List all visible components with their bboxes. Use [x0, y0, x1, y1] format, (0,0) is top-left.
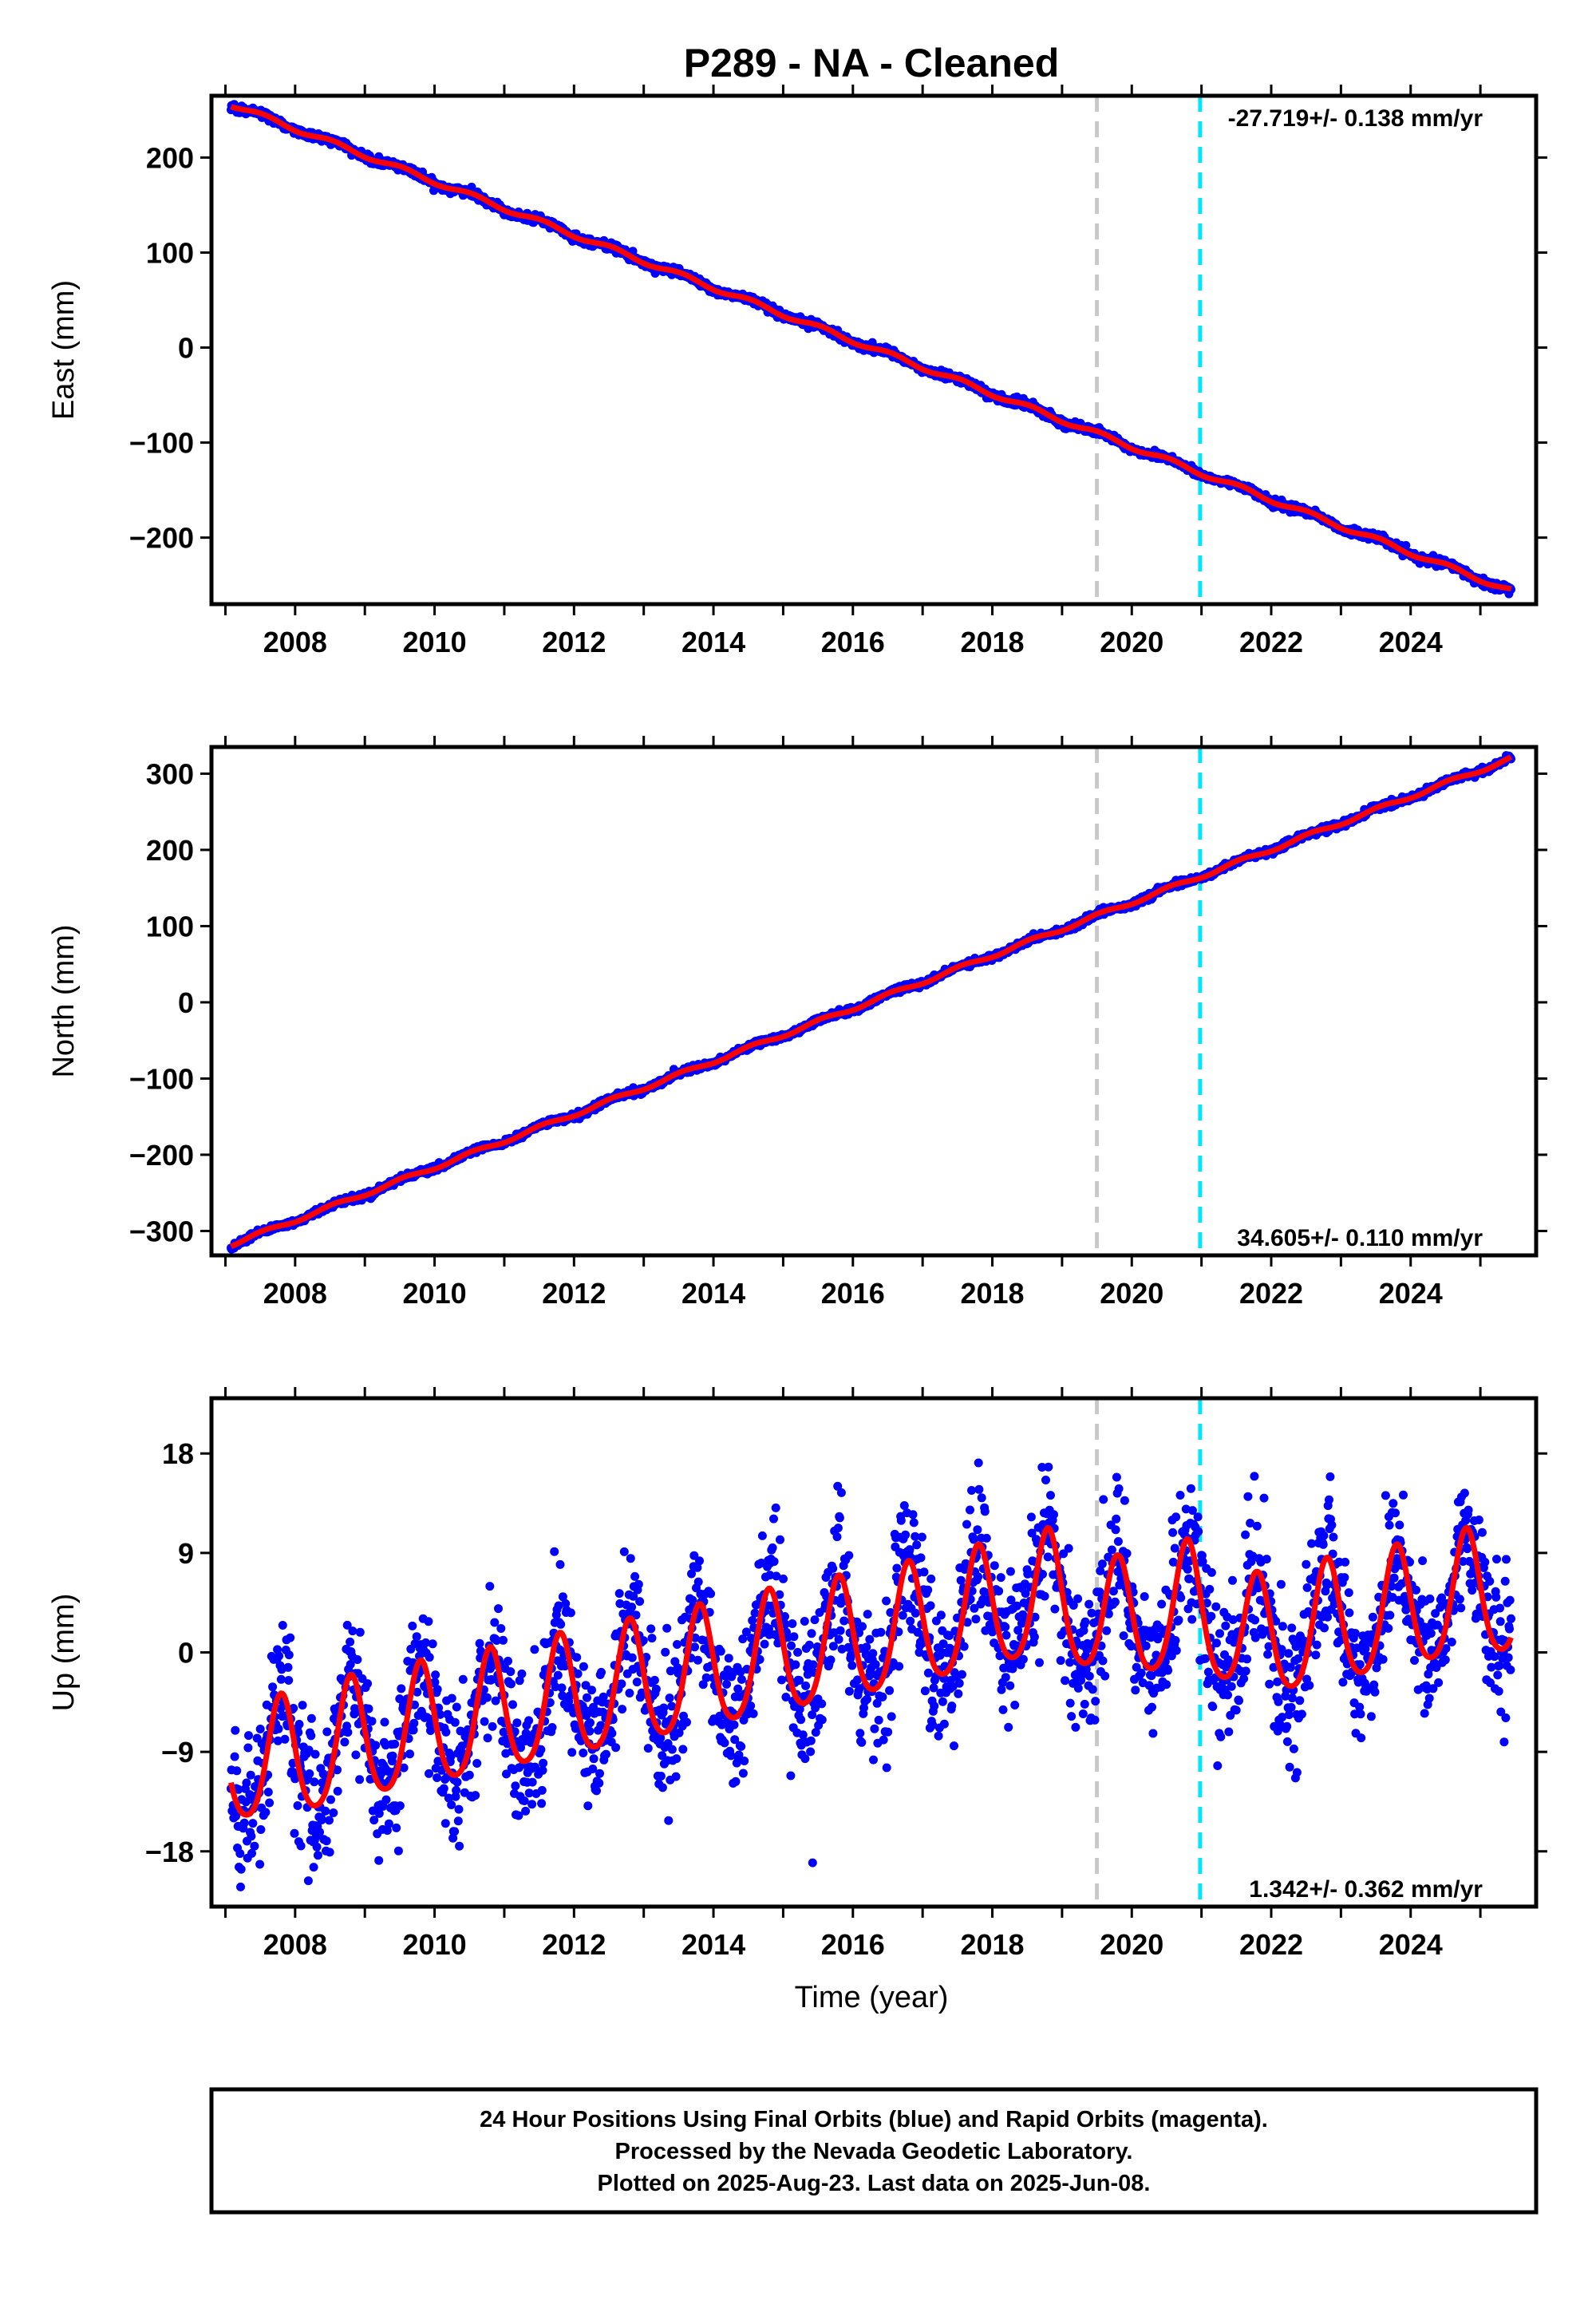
east-point — [467, 182, 476, 192]
up-point — [235, 1849, 245, 1858]
north-x-tick-label: 2018 — [960, 1277, 1024, 1310]
north-y-tick-label: −100 — [129, 1062, 194, 1095]
east-y-tick-label: 200 — [146, 141, 194, 174]
north-y-tick-label: −200 — [129, 1139, 194, 1172]
up-point — [242, 1778, 251, 1788]
up-point — [243, 1743, 253, 1753]
up-point — [248, 1819, 258, 1828]
up-point — [231, 1725, 240, 1735]
north-y-tick-label: −300 — [129, 1215, 194, 1247]
up-point — [232, 1766, 242, 1776]
north-y-axis-title: North (mm) — [47, 924, 81, 1077]
east-rate-label: -27.719+/- 0.138 mm/yr — [1228, 105, 1483, 132]
east-x-tick-label: 2008 — [263, 626, 327, 658]
north-x-tick-label: 2012 — [542, 1277, 606, 1310]
chart-title: P289 - NA - Cleaned — [684, 41, 1060, 85]
up-point — [250, 1841, 259, 1851]
east-y-tick-label: −100 — [129, 427, 194, 460]
east-x-tick-label: 2010 — [403, 626, 467, 658]
up-point — [239, 1818, 249, 1828]
east-model-line — [229, 104, 1513, 592]
east-y-tick-label: −200 — [129, 522, 194, 555]
up-point — [236, 1864, 246, 1874]
east-y-axis-title: East (mm) — [47, 280, 81, 420]
east-x-tick-label: 2012 — [542, 626, 606, 658]
east-x-tick-label: 2014 — [681, 626, 745, 658]
east-y-tick-label: 0 — [178, 332, 194, 365]
up-point — [247, 1832, 256, 1841]
north-panel: 2008 2010 2012 2014 2016 2018 2020 2022 2024 −300… — [47, 736, 1547, 1310]
north-x-tick-label: 2016 — [821, 1277, 885, 1310]
east-x-tick-label: 2016 — [821, 626, 885, 658]
north-rate-label: 34.605+/- 0.110 mm/yr — [1237, 1225, 1483, 1251]
up-point — [230, 1752, 239, 1761]
east-x-tick-label: 2022 — [1239, 626, 1303, 658]
north-y-tick-label: 0 — [178, 986, 194, 1019]
up-point — [246, 1770, 255, 1780]
north-x-tick-label: 2008 — [263, 1277, 327, 1310]
north-x-tick-label: 2024 — [1379, 1277, 1443, 1310]
up-point — [236, 1882, 245, 1891]
east-x-tick-label: 2020 — [1100, 626, 1163, 658]
north-x-tick-label: 2010 — [403, 1277, 467, 1310]
east-y-tick-label: 100 — [146, 236, 194, 269]
north-x-tick-label: 2022 — [1239, 1277, 1303, 1310]
east-plot-frame — [209, 93, 1539, 607]
north-y-tick-label: 200 — [146, 834, 194, 867]
north-x-tick-label: 2014 — [681, 1277, 745, 1310]
north-x-tick-label: 2020 — [1100, 1277, 1163, 1310]
east-x-tick-label: 2024 — [1379, 626, 1443, 658]
up-point — [244, 1731, 253, 1741]
east-x-tick-label: 2018 — [960, 626, 1024, 658]
north-y-tick-label: 300 — [146, 757, 194, 790]
north-y-tick-label: 100 — [146, 910, 194, 943]
east-panel: 2008 2010 2012 2014 2016 2018 2020 2022 2024 −200… — [47, 85, 1547, 658]
